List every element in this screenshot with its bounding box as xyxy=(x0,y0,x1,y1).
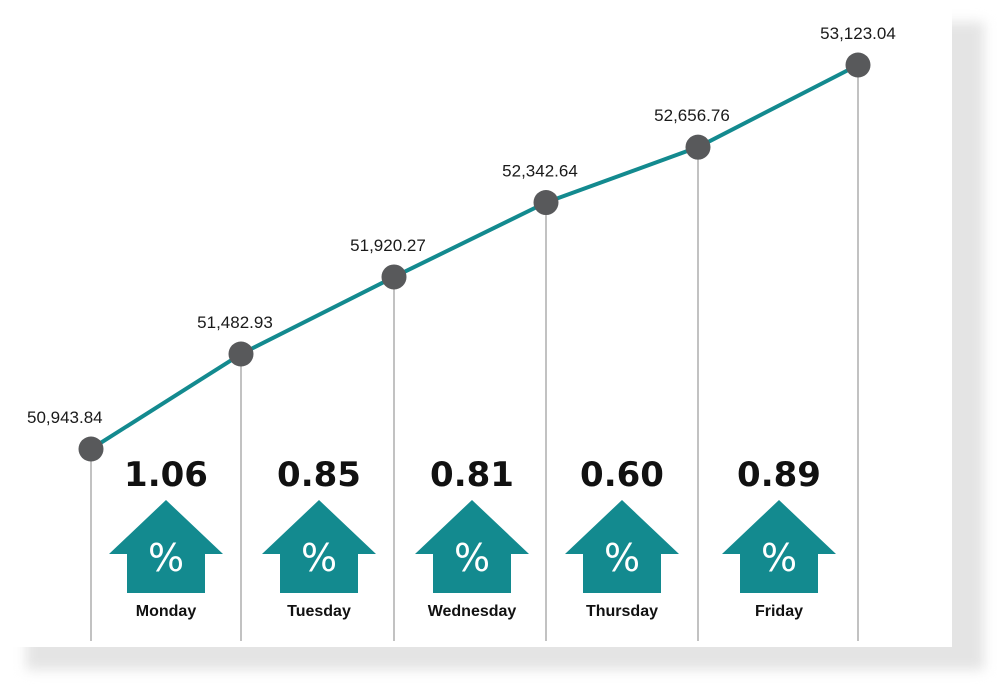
percent-change-tuesday: 0.85 xyxy=(277,455,361,495)
up-arrow-percent-icon: % xyxy=(415,500,529,593)
drop-lines xyxy=(90,65,859,641)
percent-symbol: % xyxy=(454,536,490,580)
value-label-tuesday: 51,920.27 xyxy=(350,236,426,255)
data-markers xyxy=(78,52,871,462)
day-column-wednesday: 0.81% Wednesday xyxy=(415,455,529,620)
value-label-wednesday: 52,342.64 xyxy=(502,162,578,181)
arrow-shape xyxy=(262,500,376,593)
value-labels: 50,943.84 51,482.93 51,920.27 52,342.64 52,6… xyxy=(27,24,896,427)
arrow-shape xyxy=(722,500,836,593)
day-label-wednesday: Wednesday xyxy=(428,603,517,620)
day-label-friday: Friday xyxy=(755,603,803,620)
arrow-shape xyxy=(415,500,529,593)
day-column-tuesday: 0.85% Tuesday xyxy=(262,455,376,620)
day-column-friday: 0.89% Friday xyxy=(722,455,836,620)
day-column-monday: 1.06% Monday xyxy=(109,455,223,620)
percent-change-monday: 1.06 xyxy=(124,455,208,495)
up-arrow-percent-icon: % xyxy=(722,500,836,593)
data-point-friday xyxy=(845,52,871,78)
up-arrow-percent-icon: % xyxy=(262,500,376,593)
arrow-shape xyxy=(565,500,679,593)
percent-change-friday: 0.89 xyxy=(737,455,821,495)
percent-symbol: % xyxy=(761,536,797,580)
percent-change-wednesday: 0.81 xyxy=(430,455,514,495)
percent-symbol: % xyxy=(301,536,337,580)
value-label-thursday: 52,656.76 xyxy=(654,106,730,125)
series-line xyxy=(89,63,860,451)
day-label-monday: Monday xyxy=(136,603,197,620)
data-point-start xyxy=(78,436,104,462)
day-label-tuesday: Tuesday xyxy=(287,603,351,620)
day-columns: 1.06% Monday 0.85% Tuesday 0.81% Wednesday 0.6… xyxy=(109,455,836,620)
percent-symbol: % xyxy=(604,536,640,580)
data-point-monday xyxy=(228,341,254,367)
up-arrow-percent-icon: % xyxy=(109,500,223,593)
value-label-start: 50,943.84 xyxy=(27,408,103,427)
percent-change-thursday: 0.60 xyxy=(580,455,664,495)
arrow-shape xyxy=(109,500,223,593)
data-point-wednesday xyxy=(533,190,559,216)
data-point-thursday xyxy=(685,134,711,160)
day-label-thursday: Thursday xyxy=(586,603,658,620)
percent-symbol: % xyxy=(148,536,184,580)
value-label-monday: 51,482.93 xyxy=(197,313,273,332)
data-point-tuesday xyxy=(381,264,407,290)
day-column-thursday: 0.60% Thursday xyxy=(565,455,679,620)
value-label-friday: 53,123.04 xyxy=(820,24,896,43)
up-arrow-percent-icon: % xyxy=(565,500,679,593)
